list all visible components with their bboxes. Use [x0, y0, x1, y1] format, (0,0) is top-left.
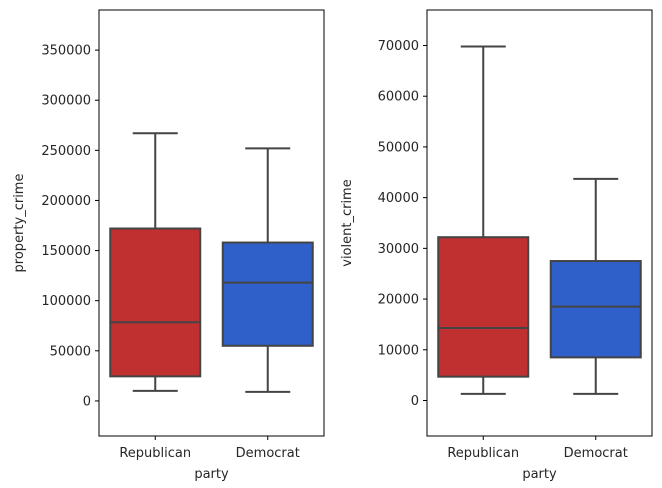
- box-republican: [437, 45, 530, 395]
- x-axis-label: party: [522, 467, 557, 482]
- y-tick-label: 50000: [50, 344, 91, 359]
- y-tick-label: 50000: [378, 140, 419, 155]
- box-republican: [109, 132, 202, 392]
- y-tick-label: 0: [411, 394, 419, 409]
- x-tick-label: Democrat: [564, 446, 628, 461]
- y-tick-label: 20000: [378, 293, 419, 308]
- y-tick-label: 250000: [41, 144, 91, 159]
- box-democrat: [221, 147, 314, 393]
- box-democrat: [549, 177, 642, 395]
- iqr-box: [109, 227, 202, 378]
- y-tick-label: 60000: [378, 90, 419, 105]
- x-axis-label: party: [194, 467, 229, 482]
- y-tick-label: 30000: [378, 242, 419, 257]
- x-tick-label: Republican: [119, 446, 191, 461]
- subplot-2: 0 10000 20000 30000 40000 50000 60000 70000 Repu…: [340, 9, 653, 482]
- axes-frame: [426, 9, 653, 437]
- y-axis-label: violent_crime: [340, 179, 355, 266]
- x-tick-label: Democrat: [236, 446, 300, 461]
- y-tick-label: 300000: [41, 94, 91, 109]
- y-tick-label: 0: [83, 394, 91, 409]
- iqr-box: [549, 260, 642, 359]
- iqr-box: [437, 236, 530, 378]
- subplot-1: 0 50000 100000 150000 200000 250000 300000 3500…: [12, 9, 325, 482]
- y-tick-label: 200000: [41, 194, 91, 209]
- y-tick-label: 70000: [378, 39, 419, 54]
- y-tick-label: 150000: [41, 244, 91, 259]
- y-tick-label: 350000: [41, 44, 91, 59]
- y-tick-label: 100000: [41, 294, 91, 309]
- axes-frame: [98, 9, 325, 437]
- y-axis-label: property_crime: [12, 174, 27, 273]
- y-tick-label: 10000: [378, 343, 419, 358]
- y-tick-label: 40000: [378, 191, 419, 206]
- x-tick-label: Republican: [447, 446, 519, 461]
- iqr-box: [221, 241, 314, 347]
